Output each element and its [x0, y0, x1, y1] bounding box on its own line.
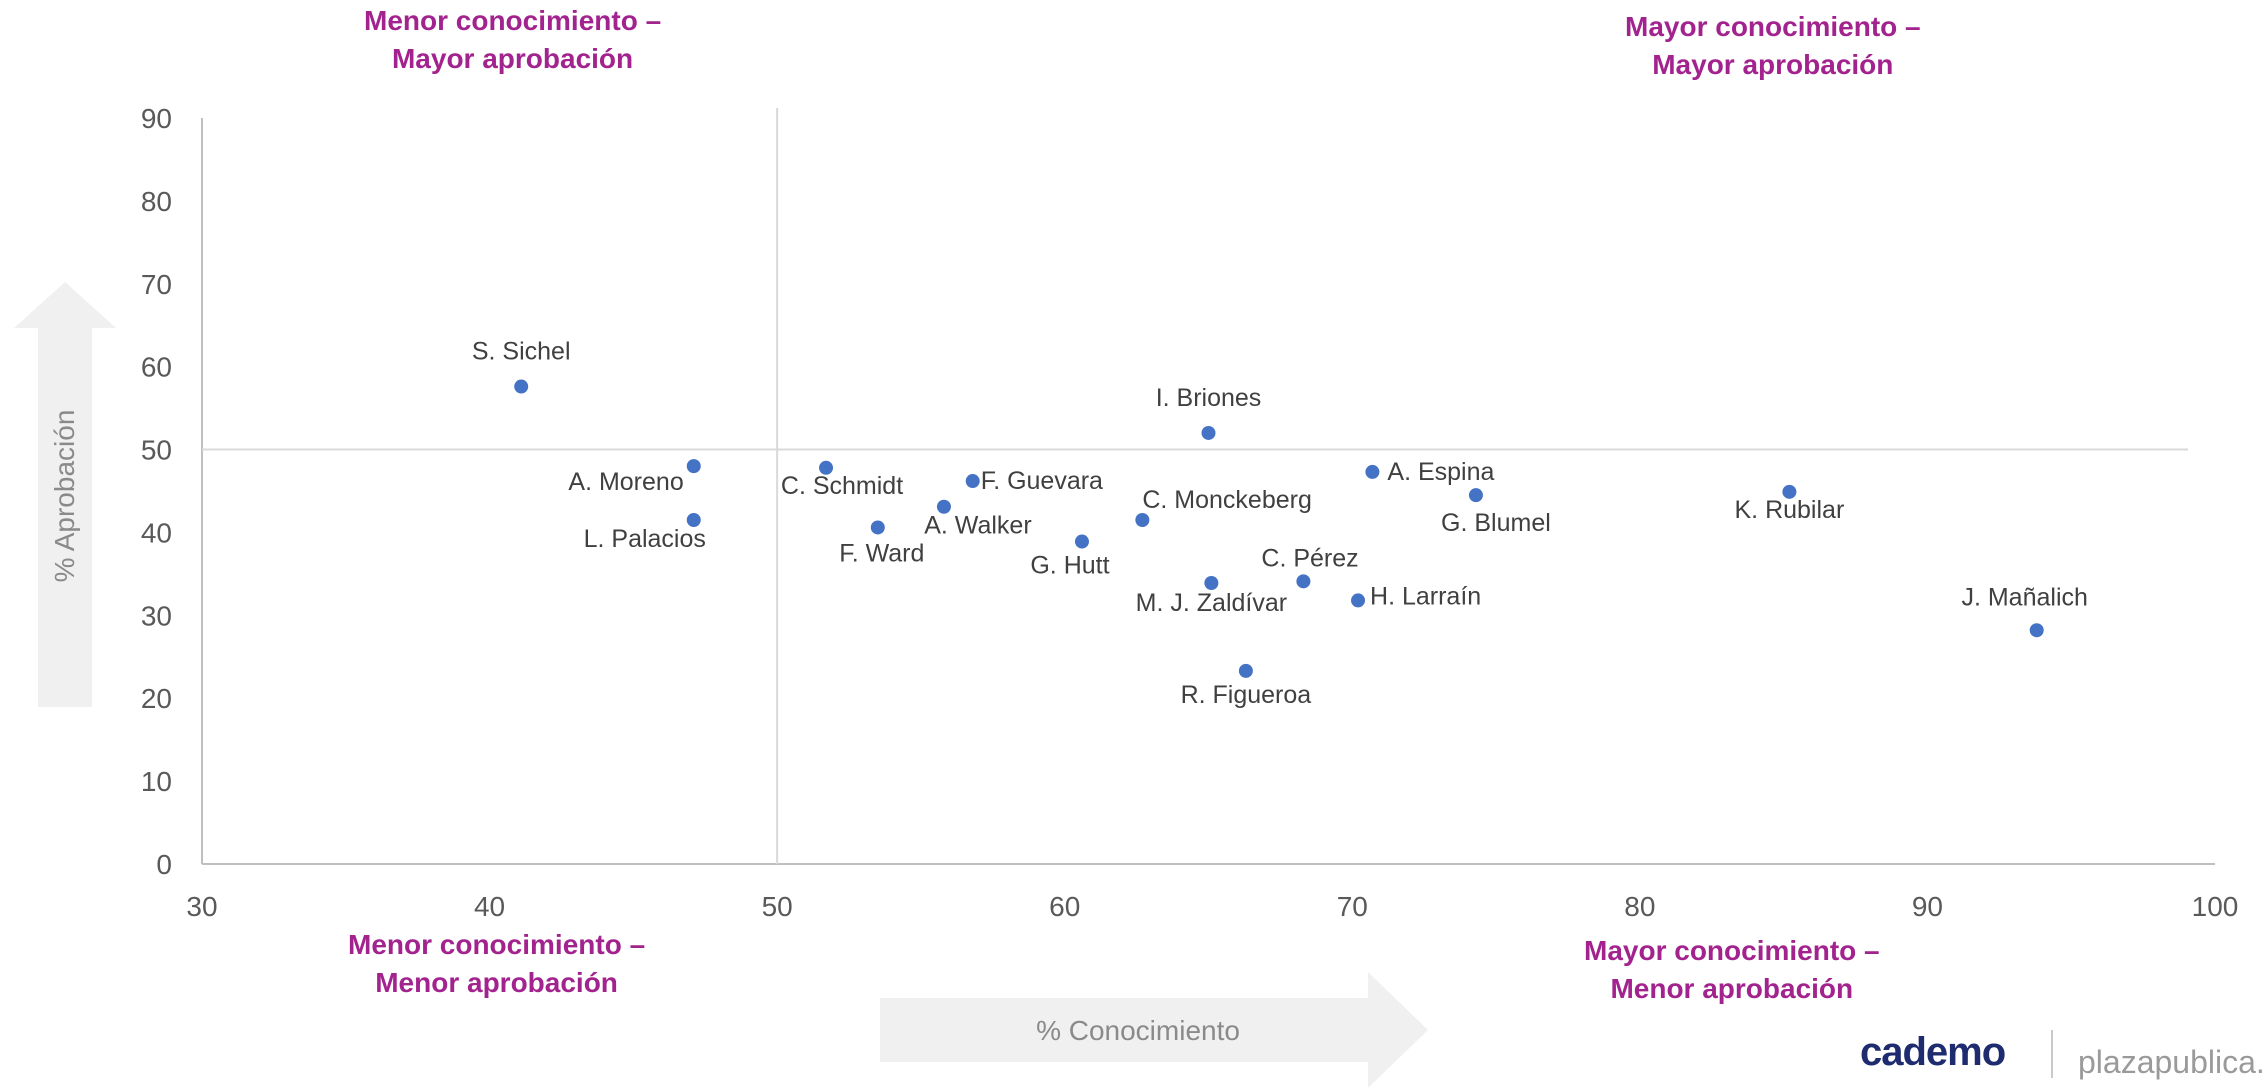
data-point	[1351, 593, 1366, 608]
y-tick-label: 80	[141, 186, 172, 217]
data-label: R. Figueroa	[1181, 681, 1312, 709]
data-point	[1204, 576, 1219, 591]
y-tick-label: 60	[141, 352, 172, 383]
data-label: C. Pérez	[1261, 544, 1358, 572]
data-label: M. J. Zaldívar	[1136, 589, 1287, 617]
data-point	[1782, 484, 1797, 499]
data-point	[870, 520, 885, 535]
y-tick-label: 40	[141, 517, 172, 548]
data-point	[965, 474, 980, 489]
data-label: C. Monckeberg	[1142, 486, 1312, 514]
data-point	[1074, 534, 1089, 549]
x-tick-label: 40	[474, 891, 505, 922]
data-label: F. Ward	[839, 539, 924, 567]
y-axis-title: % Aprobación	[49, 410, 80, 583]
y-tick-label: 10	[141, 766, 172, 797]
cadem-logo: cademo	[1860, 1030, 2006, 1074]
data-label: A. Moreno	[568, 468, 683, 496]
quadrant-label-line: Menor aprobación	[375, 967, 618, 998]
y-tick-label: 50	[141, 435, 172, 466]
data-point	[1135, 513, 1150, 528]
data-label: K. Rubilar	[1735, 496, 1845, 524]
site-url: plazapublica.c	[2078, 1044, 2266, 1080]
data-label: C. Schmidt	[781, 472, 903, 500]
y-tick-label: 20	[141, 683, 172, 714]
x-tick-label: 100	[2192, 891, 2239, 922]
quadrant-label-top-left: Menor conocimiento – Mayor aprobación	[364, 2, 661, 78]
x-tick-label: 90	[1912, 891, 1943, 922]
data-label: I. Briones	[1156, 384, 1262, 412]
data-point	[686, 459, 701, 474]
quadrant-label-line: Mayor aprobación	[1652, 49, 1894, 80]
quadrant-label-line: Menor conocimiento –	[348, 929, 646, 960]
x-tick-label: 70	[1337, 891, 1368, 922]
y-tick-label: 90	[141, 103, 172, 134]
data-point	[686, 513, 701, 528]
quadrant-label-bottom-right: Mayor conocimiento – Menor aprobación	[1584, 932, 1880, 1008]
data-label: H. Larraín	[1370, 582, 1481, 610]
quadrant-label-line: Mayor aprobación	[391, 43, 634, 74]
x-axis-title: % Conocimiento	[1036, 1015, 1240, 1046]
data-point	[1296, 574, 1311, 589]
data-point	[819, 460, 834, 475]
y-tick-label: 0	[156, 849, 172, 880]
data-label: L. Palacios	[584, 525, 706, 553]
data-point	[2029, 623, 2044, 638]
data-label: G. Hutt	[1030, 552, 1109, 580]
x-tick-label: 50	[762, 891, 793, 922]
x-tick-label: 60	[1049, 891, 1080, 922]
data-label: J. Mañalich	[1961, 583, 2087, 611]
data-label: S. Sichel	[472, 338, 571, 366]
data-label: A. Walker	[924, 512, 1031, 540]
data-point	[514, 379, 529, 394]
brand-divider	[2051, 1030, 2053, 1078]
data-point	[936, 499, 951, 514]
x-tick-label: 30	[186, 891, 217, 922]
data-point	[1365, 464, 1380, 479]
y-tick-label: 70	[141, 269, 172, 300]
y-axis-arrow	[14, 282, 116, 707]
quadrant-label-bottom-left: Menor conocimiento – Menor aprobación	[348, 926, 645, 1002]
quadrant-label-line: Menor aprobación	[1610, 973, 1854, 1004]
quadrant-label-line: Mayor conocimiento –	[1625, 11, 1921, 42]
quadrant-label-top-right: Mayor conocimiento – Mayor aprobación	[1625, 8, 1921, 84]
data-label: A. Espina	[1387, 458, 1494, 486]
quadrant-label-line: Mayor conocimiento –	[1584, 935, 1880, 966]
x-tick-label: 80	[1624, 891, 1655, 922]
data-point	[1468, 488, 1483, 503]
data-label: F. Guevara	[981, 467, 1103, 495]
quadrant-label-line: Menor conocimiento –	[364, 5, 662, 36]
data-point	[1238, 663, 1253, 678]
data-point	[1201, 425, 1216, 440]
x-axis-arrow	[880, 972, 1428, 1087]
data-label: G. Blumel	[1441, 509, 1551, 537]
y-tick-label: 30	[141, 600, 172, 631]
